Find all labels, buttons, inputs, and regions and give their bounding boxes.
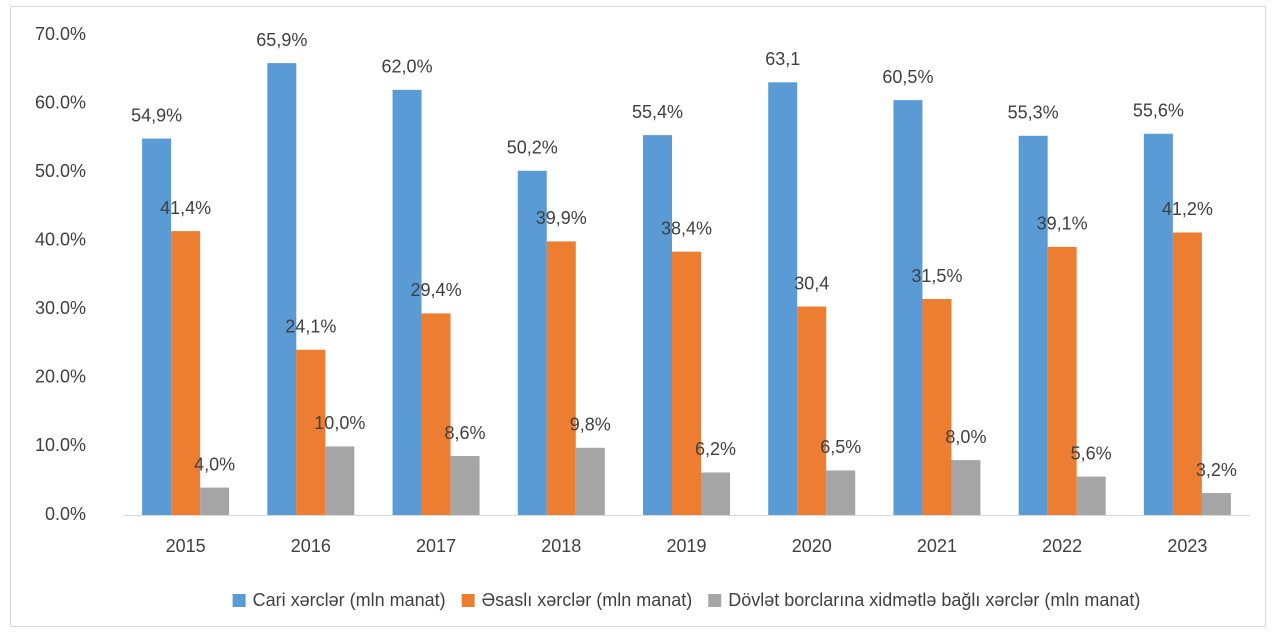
bar <box>142 138 172 516</box>
data-label: 63,1 <box>765 49 800 69</box>
x-tick-label: 2021 <box>917 536 957 556</box>
x-tick-label: 2016 <box>291 536 331 556</box>
y-tick-label: 70.0% <box>35 24 86 44</box>
data-label: 38,4% <box>661 218 712 238</box>
x-tick-label: 2017 <box>416 536 456 556</box>
bar <box>171 231 201 515</box>
y-tick-label: 10.0% <box>35 435 86 455</box>
bar <box>1143 133 1173 515</box>
data-label: 6,5% <box>820 437 861 457</box>
bar <box>450 456 480 515</box>
y-tick-label: 0.0% <box>45 504 86 524</box>
data-label: 55,3% <box>1008 103 1059 123</box>
legend-label: Əsaslı xərclər (mln manat) <box>482 590 693 610</box>
data-label: 41,2% <box>1162 199 1213 219</box>
bar <box>672 251 701 515</box>
bar <box>1018 135 1048 516</box>
legend-swatch <box>232 594 246 607</box>
bar <box>421 313 451 515</box>
data-label: 8,6% <box>445 423 486 443</box>
y-tick-label: 60.0% <box>35 92 86 112</box>
x-tick-label: 2023 <box>1167 536 1207 556</box>
legend-label: Cari xərclər (mln manat) <box>253 590 446 610</box>
x-tick-label: 2015 <box>166 536 206 556</box>
data-label: 39,9% <box>536 208 587 228</box>
y-tick-label: 40.0% <box>35 229 86 249</box>
bar <box>296 349 326 515</box>
legend-swatch <box>461 594 475 607</box>
bar <box>546 241 576 515</box>
data-label: 31,5% <box>911 266 962 286</box>
bar <box>922 299 952 515</box>
data-label: 24,1% <box>285 316 336 336</box>
y-tick-label: 20.0% <box>35 367 86 387</box>
bar <box>1047 246 1077 515</box>
data-label: 39,1% <box>1037 214 1088 234</box>
data-label: 55,4% <box>632 102 683 122</box>
bar <box>1172 232 1202 515</box>
bar <box>768 82 798 516</box>
bar <box>517 170 547 515</box>
bar <box>267 63 297 515</box>
y-tick-label: 30.0% <box>35 298 86 318</box>
bar <box>200 487 230 515</box>
x-tick-label: 2018 <box>541 536 581 556</box>
data-label: 54,9% <box>131 105 182 125</box>
x-tick-label: 2019 <box>666 536 706 556</box>
x-tick-label: 2022 <box>1042 536 1082 556</box>
x-tick-label: 2020 <box>792 536 832 556</box>
data-label: 8,0% <box>945 427 986 447</box>
data-label: 41,4% <box>160 198 211 218</box>
data-label: 4,0% <box>194 454 235 474</box>
data-label: 3,2% <box>1196 460 1237 480</box>
legend-label: Dövlət borclarına xidmətlə bağlı xərclər… <box>728 590 1140 610</box>
bar <box>325 446 355 515</box>
data-label: 6,2% <box>695 439 736 459</box>
bar <box>826 470 856 515</box>
data-label: 9,8% <box>570 415 611 435</box>
data-label: 30,4 <box>794 273 829 293</box>
bar <box>1201 493 1231 515</box>
data-label: 55,6% <box>1133 100 1184 120</box>
data-label: 29,4% <box>411 280 462 300</box>
bar <box>701 472 730 515</box>
data-label: 62,0% <box>382 57 433 77</box>
data-label: 50,2% <box>507 138 558 158</box>
bar <box>643 135 672 515</box>
bar <box>951 460 981 515</box>
legend-swatch <box>708 594 722 607</box>
bar <box>575 447 605 515</box>
bar <box>797 306 827 515</box>
data-label: 10,0% <box>314 413 365 433</box>
bar <box>392 89 422 515</box>
y-tick-label: 50.0% <box>35 161 86 181</box>
data-label: 65,9% <box>256 30 307 50</box>
bar <box>893 100 923 516</box>
data-label: 60,5% <box>882 67 933 87</box>
bar <box>1076 476 1106 515</box>
data-label: 5,6% <box>1071 443 1112 463</box>
